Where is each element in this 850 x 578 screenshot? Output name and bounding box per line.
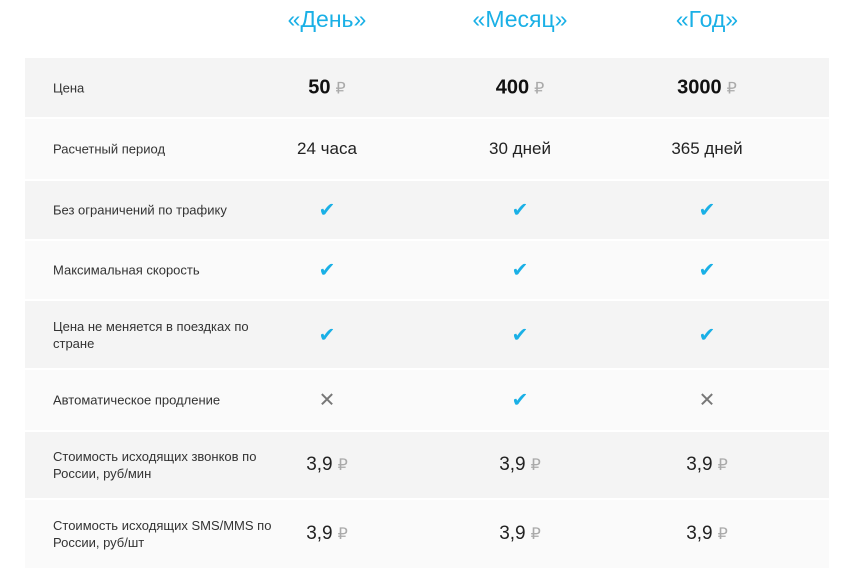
- ruble-icon: ₽: [530, 457, 541, 474]
- table-row: Без ограничений по трафику ✔ ✔ ✔: [25, 181, 829, 239]
- ruble-icon: ₽: [335, 80, 346, 97]
- check-icon: ✔: [698, 259, 716, 282]
- ruble-icon: ₽: [534, 80, 545, 97]
- price-cell: 3000 ₽: [677, 76, 737, 99]
- price-cell: 3,9 ₽: [499, 454, 541, 476]
- table-row: Расчетный период 24 часа 30 дней 365 дней: [25, 119, 829, 179]
- check-icon: ✔: [698, 199, 716, 222]
- table-row: Максимальная скорость ✔ ✔ ✔: [25, 241, 829, 299]
- row-label: Цена не меняется в поездках по стране: [53, 318, 249, 351]
- check-icon: ✔: [318, 199, 336, 222]
- price-value: 3,9: [686, 523, 713, 544]
- row-label: Цена: [53, 80, 85, 95]
- plan-header: «Год»: [675, 6, 739, 32]
- row-label: Стоимость исходящих SMS/MMS по России, р…: [53, 518, 272, 550]
- table-row: Цена не меняется в поездках по стране ✔ ✔ ✔: [25, 301, 829, 368]
- check-icon: ✔: [511, 324, 529, 346]
- row-label: Максимальная скорость: [53, 262, 200, 278]
- plan-header: «День»: [287, 6, 367, 32]
- check-icon: ✔: [511, 199, 529, 222]
- table-row: Стоимость исходящих звонков по России, р…: [25, 432, 829, 498]
- cross-icon: ✕: [698, 389, 716, 412]
- price-cell: 3,9 ₽: [306, 523, 348, 545]
- price-cell: 3,9 ₽: [306, 454, 348, 476]
- row-label: Без ограничений по трафику: [53, 202, 227, 218]
- ruble-icon: ₽: [717, 526, 728, 543]
- cross-icon: ✕: [318, 389, 336, 412]
- row-label: Расчетный период: [53, 141, 166, 157]
- ruble-icon: ₽: [717, 457, 728, 474]
- ruble-icon: ₽: [726, 80, 737, 97]
- table-row: Автоматическое продление ✕ ✔ ✕: [25, 370, 829, 430]
- value-cell: 30 дней: [489, 139, 551, 158]
- check-icon: ✔: [698, 324, 716, 346]
- price-cell: 400 ₽: [496, 76, 545, 99]
- price-value: 400: [495, 76, 530, 98]
- table-row: Цена 50 ₽400 ₽3000 ₽: [25, 58, 829, 117]
- check-icon: ✔: [511, 259, 529, 282]
- check-icon: ✔: [318, 324, 336, 346]
- price-cell: 3,9 ₽: [686, 523, 728, 545]
- price-value: 3000: [677, 76, 722, 98]
- price-value: 3,9: [306, 454, 333, 475]
- price-value: 3,9: [306, 523, 333, 544]
- row-label: Стоимость исходящих звонков по России, р…: [53, 449, 257, 481]
- price-value: 3,9: [686, 454, 713, 475]
- price-cell: 3,9 ₽: [686, 454, 728, 476]
- check-icon: ✔: [511, 389, 529, 412]
- price-cell: 50 ₽: [308, 76, 345, 99]
- price-value: 3,9: [499, 523, 526, 544]
- value-cell: 365 дней: [671, 139, 743, 158]
- ruble-icon: ₽: [530, 526, 541, 543]
- ruble-icon: ₽: [337, 457, 348, 474]
- row-label: Автоматическое продление: [53, 392, 221, 408]
- table-row: Стоимость исходящих SMS/MMS по России, р…: [25, 500, 829, 568]
- check-icon: ✔: [318, 259, 336, 282]
- ruble-icon: ₽: [337, 526, 348, 543]
- price-value: 50: [308, 76, 331, 98]
- plan-header: «Месяц»: [472, 6, 568, 32]
- price-value: 3,9: [499, 454, 526, 475]
- price-cell: 3,9 ₽: [499, 523, 541, 545]
- value-cell: 24 часа: [297, 139, 357, 158]
